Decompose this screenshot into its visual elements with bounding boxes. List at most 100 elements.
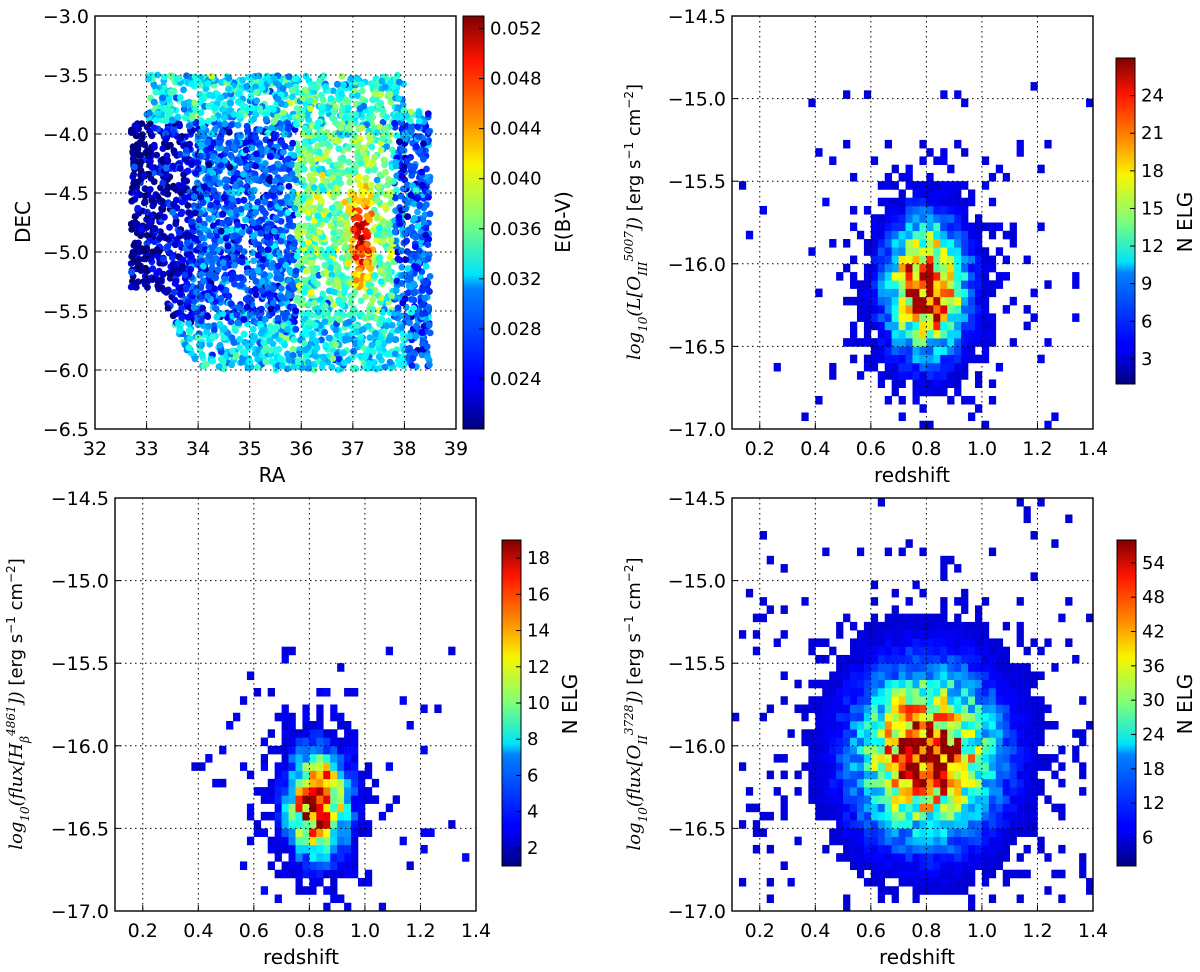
- scatter-point: [371, 166, 379, 173]
- scatter-point: [407, 122, 415, 130]
- heatmap-cell: [940, 379, 948, 388]
- scatter-point: [387, 78, 395, 86]
- scatter-point: [393, 112, 401, 120]
- heatmap-cell: [850, 205, 858, 215]
- scatter-point: [196, 293, 204, 301]
- scatter-point: [228, 195, 236, 203]
- scatter-point: [159, 270, 167, 278]
- heatmap-cell: [745, 230, 754, 240]
- scatter-point: [314, 280, 321, 288]
- heatmap-cell: [919, 181, 927, 190]
- scatter-point: [420, 323, 428, 330]
- scatter-point: [381, 161, 388, 169]
- scatter-point: [128, 126, 135, 134]
- heatmap-cell: [933, 354, 941, 364]
- scatter-point: [306, 144, 313, 152]
- scatter-point: [357, 234, 365, 242]
- scatter-point: [358, 87, 366, 95]
- scatter-point: [394, 304, 402, 312]
- scatter-point: [176, 285, 184, 292]
- scatter-point: [225, 129, 233, 136]
- scatter-point: [277, 184, 285, 192]
- scatter-point: [137, 158, 145, 166]
- heatmap-cell: [919, 313, 927, 322]
- scatter-point: [300, 255, 308, 263]
- scatter-point: [171, 296, 179, 304]
- scatter-point: [238, 229, 246, 237]
- heatmap-cell: [884, 280, 892, 289]
- heatmap-cell: [919, 288, 927, 298]
- scatter-point: [264, 129, 272, 137]
- heatmap-cell: [926, 197, 934, 207]
- scatter-point: [319, 290, 327, 298]
- heatmap-cell: [877, 329, 886, 339]
- scatter-point: [393, 186, 400, 194]
- scatter-point: [284, 252, 291, 260]
- heatmap-cell: [926, 205, 934, 215]
- scatter-point: [377, 334, 385, 342]
- scatter-point: [326, 258, 334, 265]
- scatter-point: [228, 201, 235, 209]
- scatter-point: [147, 219, 155, 227]
- scatter-point: [415, 133, 423, 141]
- scatter-point: [233, 170, 241, 177]
- heatmap-cell: [843, 90, 851, 99]
- scatter-point: [272, 346, 279, 354]
- heatmap-cell: [843, 338, 851, 347]
- heatmap-cell: [926, 280, 934, 289]
- scatter-point: [221, 194, 228, 202]
- heatmap-cell: [926, 288, 934, 298]
- heatmap-cell: [933, 329, 941, 339]
- heatmap-cell: [919, 239, 927, 248]
- scatter-point: [352, 254, 360, 261]
- heatmap-cell: [905, 247, 913, 256]
- scatter-point: [213, 313, 221, 321]
- scatter-point: [162, 164, 170, 172]
- scatter-point: [242, 146, 250, 154]
- heatmap-cell: [884, 255, 892, 265]
- scatter-point: [290, 152, 298, 159]
- scatter-point: [319, 360, 327, 368]
- scatter-point: [357, 297, 365, 305]
- colorbar-label: E(B-V): [551, 191, 575, 253]
- heatmap-cell: [926, 313, 934, 322]
- heatmap-cell: [836, 272, 844, 281]
- scatter-point: [273, 274, 281, 282]
- scatter-point: [202, 361, 210, 368]
- scatter-point: [371, 359, 378, 366]
- scatter-point: [247, 92, 255, 100]
- scatter-point: [208, 72, 215, 80]
- scatter-point: [240, 330, 248, 338]
- scatter-point: [414, 208, 421, 216]
- heatmap-cell: [884, 305, 892, 314]
- scatter-point: [323, 129, 331, 136]
- y-tick-label: −4.0: [43, 124, 89, 146]
- heatmap-cell: [905, 172, 913, 182]
- heatmap-cell: [850, 222, 858, 232]
- scatter-point: [378, 294, 385, 302]
- scatter-point: [218, 128, 226, 136]
- heatmap-cell: [850, 296, 858, 306]
- heatmap-cell: [884, 346, 892, 355]
- colorbar-tick-label: 0.044: [490, 119, 542, 140]
- scatter-point: [426, 361, 433, 369]
- heatmap-cell: [912, 272, 920, 281]
- scatter-point: [346, 178, 354, 185]
- scatter-point: [216, 320, 224, 328]
- scatter-point: [211, 272, 219, 280]
- scatter-point: [294, 210, 302, 218]
- scatter-point: [313, 154, 321, 162]
- scatter-point: [144, 283, 151, 291]
- scatter-point: [424, 353, 431, 361]
- scatter-point: [354, 92, 361, 99]
- heatmap-cell: [898, 321, 906, 331]
- scatter-point: [265, 176, 273, 183]
- scatter-point: [317, 322, 324, 329]
- scatter-point: [387, 199, 395, 207]
- scatter-point: [398, 324, 405, 331]
- scatter-point: [308, 83, 316, 91]
- scatter-point: [425, 177, 433, 185]
- heatmap-cell: [884, 205, 892, 215]
- heatmap-cell: [926, 222, 934, 232]
- heatmap-cell: [905, 362, 913, 372]
